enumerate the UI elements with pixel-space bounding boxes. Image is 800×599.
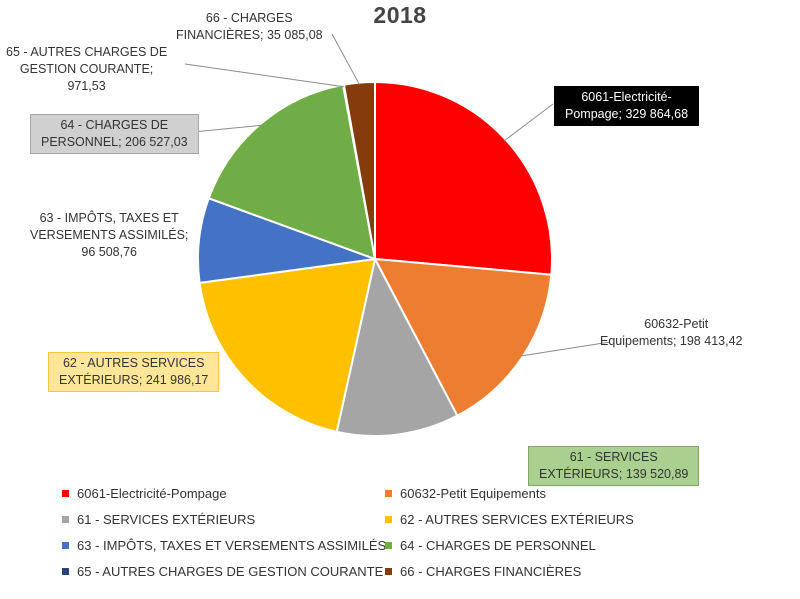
legend-item: 61 - SERVICES EXTÉRIEURS	[62, 510, 385, 528]
legend-swatch	[385, 567, 392, 575]
data-label-line: 66 - CHARGES	[205, 11, 293, 25]
legend-item: 6061-Electricité-Pompage	[62, 484, 385, 502]
legend-label: 61 - SERVICES EXTÉRIEURS	[77, 511, 256, 527]
data-label-line: EXTÉRIEURS; 241 986,17	[59, 373, 209, 387]
pie-slice-0	[374, 80, 553, 276]
leader-line-7	[331, 33, 361, 85]
legend-label: 64 - CHARGES DE PERSONNEL	[400, 537, 596, 553]
data-label-autres-services: 62 - AUTRES SERVICES EXTÉRIEURS; 241 986…	[48, 352, 220, 392]
data-label-line: EXTÉRIEURS; 139 520,89	[539, 467, 689, 481]
data-label-services-exterieurs: 61 - SERVICES EXTÉRIEURS; 139 520,89	[528, 446, 700, 486]
legend-swatch	[62, 489, 69, 497]
pie-slice-1	[373, 257, 553, 418]
data-label-line: 63 - IMPÔTS, TAXES ET	[39, 211, 179, 225]
pie-chart	[184, 33, 611, 437]
data-label-autres-charges-gestion: 65 - AUTRES CHARGES DE GESTION COURANTE;…	[6, 44, 167, 95]
legend-label: 66 - CHARGES FINANCIÈRES	[400, 563, 582, 579]
legend-swatch	[62, 541, 69, 549]
data-label-line: FINANCIÈRES; 35 085,08	[176, 28, 323, 42]
legend-swatch	[385, 515, 392, 523]
data-label-line: 62 - AUTRES SERVICES	[62, 356, 205, 370]
data-label-line: VERSEMENTS ASSIMILÉS;	[30, 228, 189, 242]
data-label-line: 61 - SERVICES	[569, 450, 658, 464]
data-label-line: 6061-Electricité-	[581, 90, 672, 104]
legend-swatch	[62, 515, 69, 523]
data-label-petit-equipements: 60632-Petit Equipements; 198 413,42	[600, 316, 742, 350]
legend-label: 60632-Petit Equipements	[400, 485, 546, 501]
legend-label: 63 - IMPÔTS, TAXES ET VERSEMENTS ASSIMIL…	[77, 537, 387, 553]
data-label-charges-financieres: 66 - CHARGES FINANCIÈRES; 35 085,08	[176, 10, 323, 44]
data-label-line: Equipements; 198 413,42	[600, 334, 743, 348]
leader-line-0	[503, 103, 554, 142]
data-label-line: 65 - AUTRES CHARGES DE	[6, 45, 168, 59]
data-label-line: 64 - CHARGES DE	[60, 118, 169, 132]
data-label-line: 971,53	[67, 79, 106, 93]
data-label-electricite: 6061-Electricité- Pompage; 329 864,68	[554, 86, 700, 126]
pie-slice-2	[335, 256, 459, 437]
legend-item: 62 - AUTRES SERVICES EXTÉRIEURS	[385, 510, 765, 528]
legend-swatch	[62, 567, 69, 575]
data-label-line: GESTION COURANTE;	[19, 62, 154, 76]
pie-slice-5	[207, 83, 377, 261]
legend-item: 63 - IMPÔTS, TAXES ET VERSEMENTS ASSIMIL…	[62, 536, 387, 554]
data-label-impots: 63 - IMPÔTS, TAXES ET VERSEMENTS ASSIMIL…	[30, 210, 188, 261]
legend-item: 65 - AUTRES CHARGES DE GESTION COURANTE	[62, 562, 385, 580]
data-label-line: Pompage; 329 864,68	[565, 107, 689, 121]
data-label-charges-personnel: 64 - CHARGES DE PERSONNEL; 206 527,03	[30, 114, 199, 154]
pie-slice-3	[198, 257, 377, 433]
data-label-line: PERSONNEL; 206 527,03	[41, 135, 188, 149]
legend-swatch	[385, 489, 392, 497]
leader-line-5	[192, 124, 263, 133]
legend-item: 60632-Petit Equipements	[385, 484, 765, 502]
pie-slice-7	[342, 80, 376, 260]
leader-line-6	[184, 63, 344, 88]
legend-label: 65 - AUTRES CHARGES DE GESTION COURANTE	[77, 563, 384, 579]
legend-label: 62 - AUTRES SERVICES EXTÉRIEURS	[400, 511, 634, 527]
data-label-line: 96 508,76	[81, 245, 137, 259]
legend-item: 66 - CHARGES FINANCIÈRES	[385, 562, 765, 580]
legend-label: 6061-Electricité-Pompage	[77, 485, 227, 501]
legend-swatch	[385, 541, 392, 549]
leader-line-1	[520, 341, 611, 357]
chart-title: 2018	[373, 2, 427, 28]
data-label-line: 60632-Petit	[644, 317, 709, 331]
legend-item: 64 - CHARGES DE PERSONNEL	[385, 536, 765, 554]
chart-legend: 6061-Electricité-Pompage 60632-Petit Equ…	[62, 484, 782, 580]
